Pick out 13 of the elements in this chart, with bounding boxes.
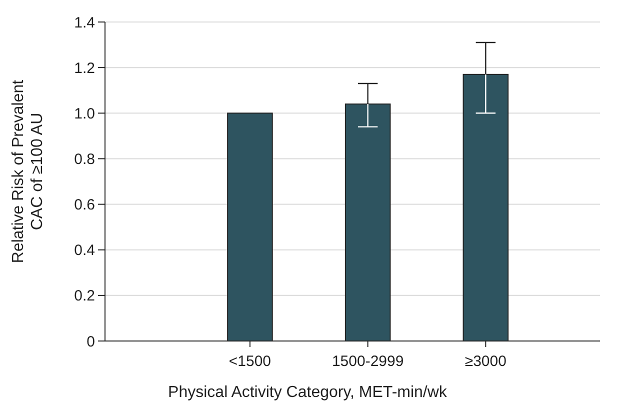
x-tick-label: <1500 <box>228 353 272 370</box>
y-tick-label: 0.8 <box>74 150 95 168</box>
y-tick-label: 1.2 <box>74 60 95 77</box>
y-tick-label: 1.4 <box>74 14 95 32</box>
y-tick-label: 0.2 <box>74 288 95 305</box>
y-tick-label: 1.0 <box>74 105 95 122</box>
y-tick-label: 0.4 <box>74 242 95 260</box>
x-tick-label: ≥3000 <box>464 353 506 370</box>
x-axis-title: Physical Activity Category, MET-min/wk <box>168 384 448 401</box>
y-tick-label: 0.6 <box>74 196 95 214</box>
y-axis-title: Relative Risk of Prevalent CAC of ≥100 AU <box>10 79 46 264</box>
x-tick-label: 1500-2999 <box>332 353 404 370</box>
y-tick-label: 0 <box>86 333 95 350</box>
